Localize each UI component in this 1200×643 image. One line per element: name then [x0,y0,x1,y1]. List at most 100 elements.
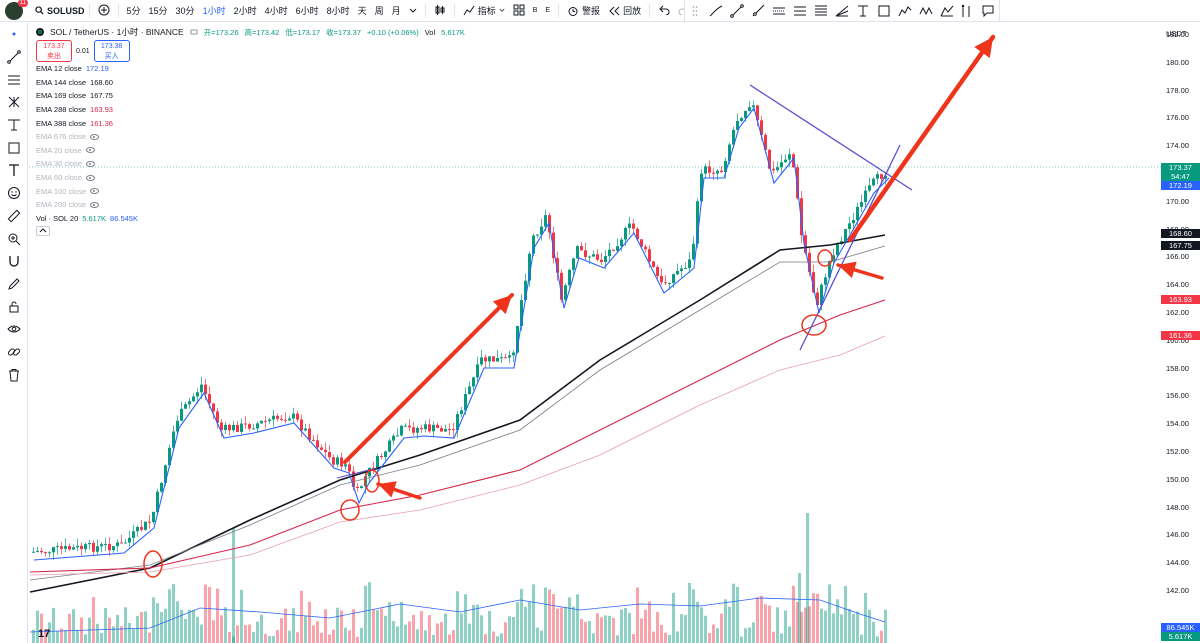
interval-1h[interactable]: 1小时 [202,6,226,16]
ema-value: 168.60 [90,77,113,87]
eye-icon[interactable] [90,133,100,140]
volume-bar [488,610,491,643]
parallel-channel-icon[interactable] [772,4,786,18]
ema-legend-row[interactable]: EMA 388 close 161.36 [36,116,465,130]
volume-bar [68,613,71,643]
candle-body [744,110,747,119]
divider [453,3,455,18]
symbol-search[interactable]: SOLUSD [35,6,85,16]
ray-icon[interactable] [751,4,765,18]
eye-icon[interactable] [85,160,95,167]
ema-legend-row[interactable]: EMA 100 close [36,184,465,198]
interval-6h[interactable]: 6小时 [295,6,319,16]
candle-body [84,544,87,550]
ema-legend-row[interactable]: EMA 200 close [36,198,465,212]
rectangle-icon[interactable] [877,4,891,18]
dot-icon[interactable] [6,23,22,46]
candle-body [568,269,571,286]
alert-button[interactable]: 警报 [563,4,604,17]
fib-retracement-icon[interactable] [793,4,807,18]
eye-icon[interactable] [6,318,22,341]
currency-label[interactable]: USDT [1166,29,1187,38]
interval-2h[interactable]: 2小时 [233,6,257,16]
eye-icon[interactable] [85,147,95,154]
ruler-icon[interactable] [6,205,22,228]
callout-icon[interactable] [981,4,995,18]
trend-line-icon[interactable] [6,46,22,69]
smiley-icon[interactable] [6,182,22,205]
candle-type-button[interactable] [430,4,450,18]
trash-icon[interactable] [6,363,22,386]
interval-8h[interactable]: 8小时 [326,6,350,16]
text-lines-icon[interactable] [814,4,828,18]
indicators-button[interactable]: 指标 [459,4,509,17]
zoom-in-icon[interactable] [6,227,22,250]
volume-bar [644,609,647,643]
interval-5m[interactable]: 5分 [126,6,141,16]
ema-legend-row[interactable]: EMA 20 close [36,144,465,158]
price-axis[interactable]: USDT 182.00180.00178.00176.00174.00172.0… [1161,23,1200,643]
interval-4h[interactable]: 4小时 [264,6,288,16]
price-chart[interactable] [29,23,1161,643]
horizontal-lines-icon[interactable] [6,68,22,91]
anchor-icon[interactable] [856,4,870,18]
candle-body [356,486,359,489]
sell-button[interactable]: 173.37 卖出 [36,40,72,62]
pitchfan-icon[interactable] [835,4,849,18]
tradingview-logo[interactable]: 17 [38,628,51,640]
candle-body [488,356,491,362]
ema-legend-row[interactable]: EMA 144 close 168.60 [36,76,465,90]
drag-handle[interactable] [688,4,702,18]
replay-button[interactable]: 回放 [604,4,645,17]
layouts-button[interactable] [509,4,529,18]
ema-legend-row[interactable]: EMA 288 close 163.93 [36,103,465,117]
flag-marker-icon[interactable] [960,4,974,18]
interval-1d[interactable]: 天 [357,6,367,16]
buy-button[interactable]: 173.38 买入 [93,40,130,62]
path-icon[interactable] [898,4,912,18]
candle-body [884,175,887,179]
layout-e-button[interactable]: E [545,7,551,14]
volume-bar [56,631,59,643]
elliott-wave-icon[interactable] [940,4,954,18]
ema-legend-row[interactable]: EMA 30 close [36,157,465,171]
interval-1mo[interactable]: 月 [391,6,401,16]
interval-15m[interactable]: 15分 [148,6,168,16]
pencil-lock-icon[interactable] [6,273,22,296]
candle-body [588,256,591,258]
volume-bar [492,631,495,643]
avatar[interactable]: 11 [5,0,28,20]
ema-legend-row[interactable]: EMA 169 close 167.75 [36,89,465,103]
link-icon[interactable] [6,341,22,364]
interval-30m[interactable]: 30分 [175,6,195,16]
volume-bar [260,614,263,643]
eye-icon[interactable] [90,188,100,195]
ema-legend-row[interactable]: EMA 676 close [36,130,465,144]
magnet-icon[interactable] [6,250,22,273]
interval-dropdown[interactable] [405,6,421,16]
candle-body [540,226,543,235]
trend-line-icon[interactable] [730,3,745,18]
undo-button[interactable] [654,5,674,17]
eye-icon[interactable] [90,201,100,208]
ema-legend-row[interactable]: EMA 12 close 172.19 [36,62,465,76]
candle-body [224,424,227,431]
add-symbol-button[interactable] [94,4,114,18]
eye-icon[interactable] [85,174,95,181]
layout-b-button[interactable]: B [532,7,538,14]
zigzag-icon[interactable] [919,4,933,18]
collapse-legend-button[interactable] [36,226,50,237]
pitchfork-icon[interactable] [6,91,22,114]
ema-legend-row[interactable]: EMA 60 close [36,171,465,185]
price-tick: 166.00 [1166,252,1189,262]
candle-body [68,546,71,550]
volume-bar [844,586,847,643]
fib-icon[interactable] [6,114,22,137]
candle-body [836,244,839,256]
volume-bar [732,583,735,643]
text-icon[interactable] [6,159,22,182]
lock-icon[interactable] [6,295,22,318]
interval-1w[interactable]: 周 [374,6,384,16]
rectangle-icon[interactable] [6,136,22,159]
brush-icon[interactable] [709,4,723,18]
